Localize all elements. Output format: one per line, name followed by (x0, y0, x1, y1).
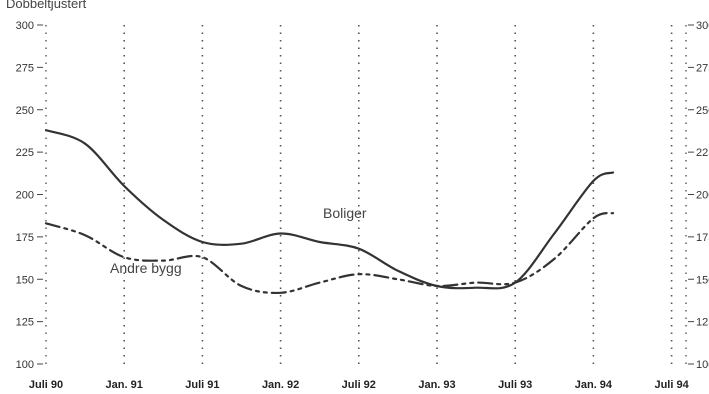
grid-lines (123, 25, 673, 364)
ytick-label-right-250: 250 (696, 105, 709, 117)
series-lines (44, 129, 615, 295)
ytick-label-left-150: 150 (16, 274, 34, 286)
ytick-label-left-300: 300 (16, 20, 34, 32)
ytick-label-left-200: 200 (16, 190, 34, 202)
ytick-label-left-100: 100 (16, 359, 34, 371)
ytick-label-right-150: 150 (696, 274, 709, 286)
series-line-0 (44, 129, 615, 290)
xtick-label-0: Juli 90 (29, 379, 63, 391)
ytick-label-left-275: 275 (16, 62, 34, 74)
series-label-boliger: Boliger (323, 205, 367, 221)
xtick-label-3: Jan. 92 (262, 379, 299, 391)
ytick-label-right-275: 275 (696, 62, 709, 74)
ytick-label-left-225: 225 (16, 147, 34, 159)
ytick-label-right-125: 125 (696, 317, 709, 329)
ytick-label-right-200: 200 (696, 190, 709, 202)
xtick-label-2: Juli 91 (185, 379, 219, 391)
ytick-label-right-100: 100 (696, 359, 709, 371)
xtick-label-4: Juli 92 (342, 379, 376, 391)
ytick-label-left-125: 125 (16, 317, 34, 329)
ytick-label-right-300: 300 (696, 20, 709, 32)
ytick-label-left-175: 175 (16, 232, 34, 244)
axes: 100 100 125 125 150 150 175 175 200 200 225 225 250 2… (16, 20, 709, 391)
ytick-label-right-225: 225 (696, 147, 709, 159)
unit-label: Dobbeltjustert (6, 0, 87, 11)
xtick-label-5: Jan. 93 (418, 379, 455, 391)
xtick-label-7: Jan. 94 (575, 379, 613, 391)
ytick-label-left-250: 250 (16, 105, 34, 117)
xtick-label-8: Juli 94 (654, 379, 689, 391)
xtick-label-6: Juli 93 (498, 379, 532, 391)
xtick-label-1: Jan. 91 (106, 379, 143, 391)
series-label-andre-bygg: Andre bygg (110, 260, 182, 276)
series-line-1 (44, 212, 615, 295)
ytick-label-right-175: 175 (696, 232, 709, 244)
